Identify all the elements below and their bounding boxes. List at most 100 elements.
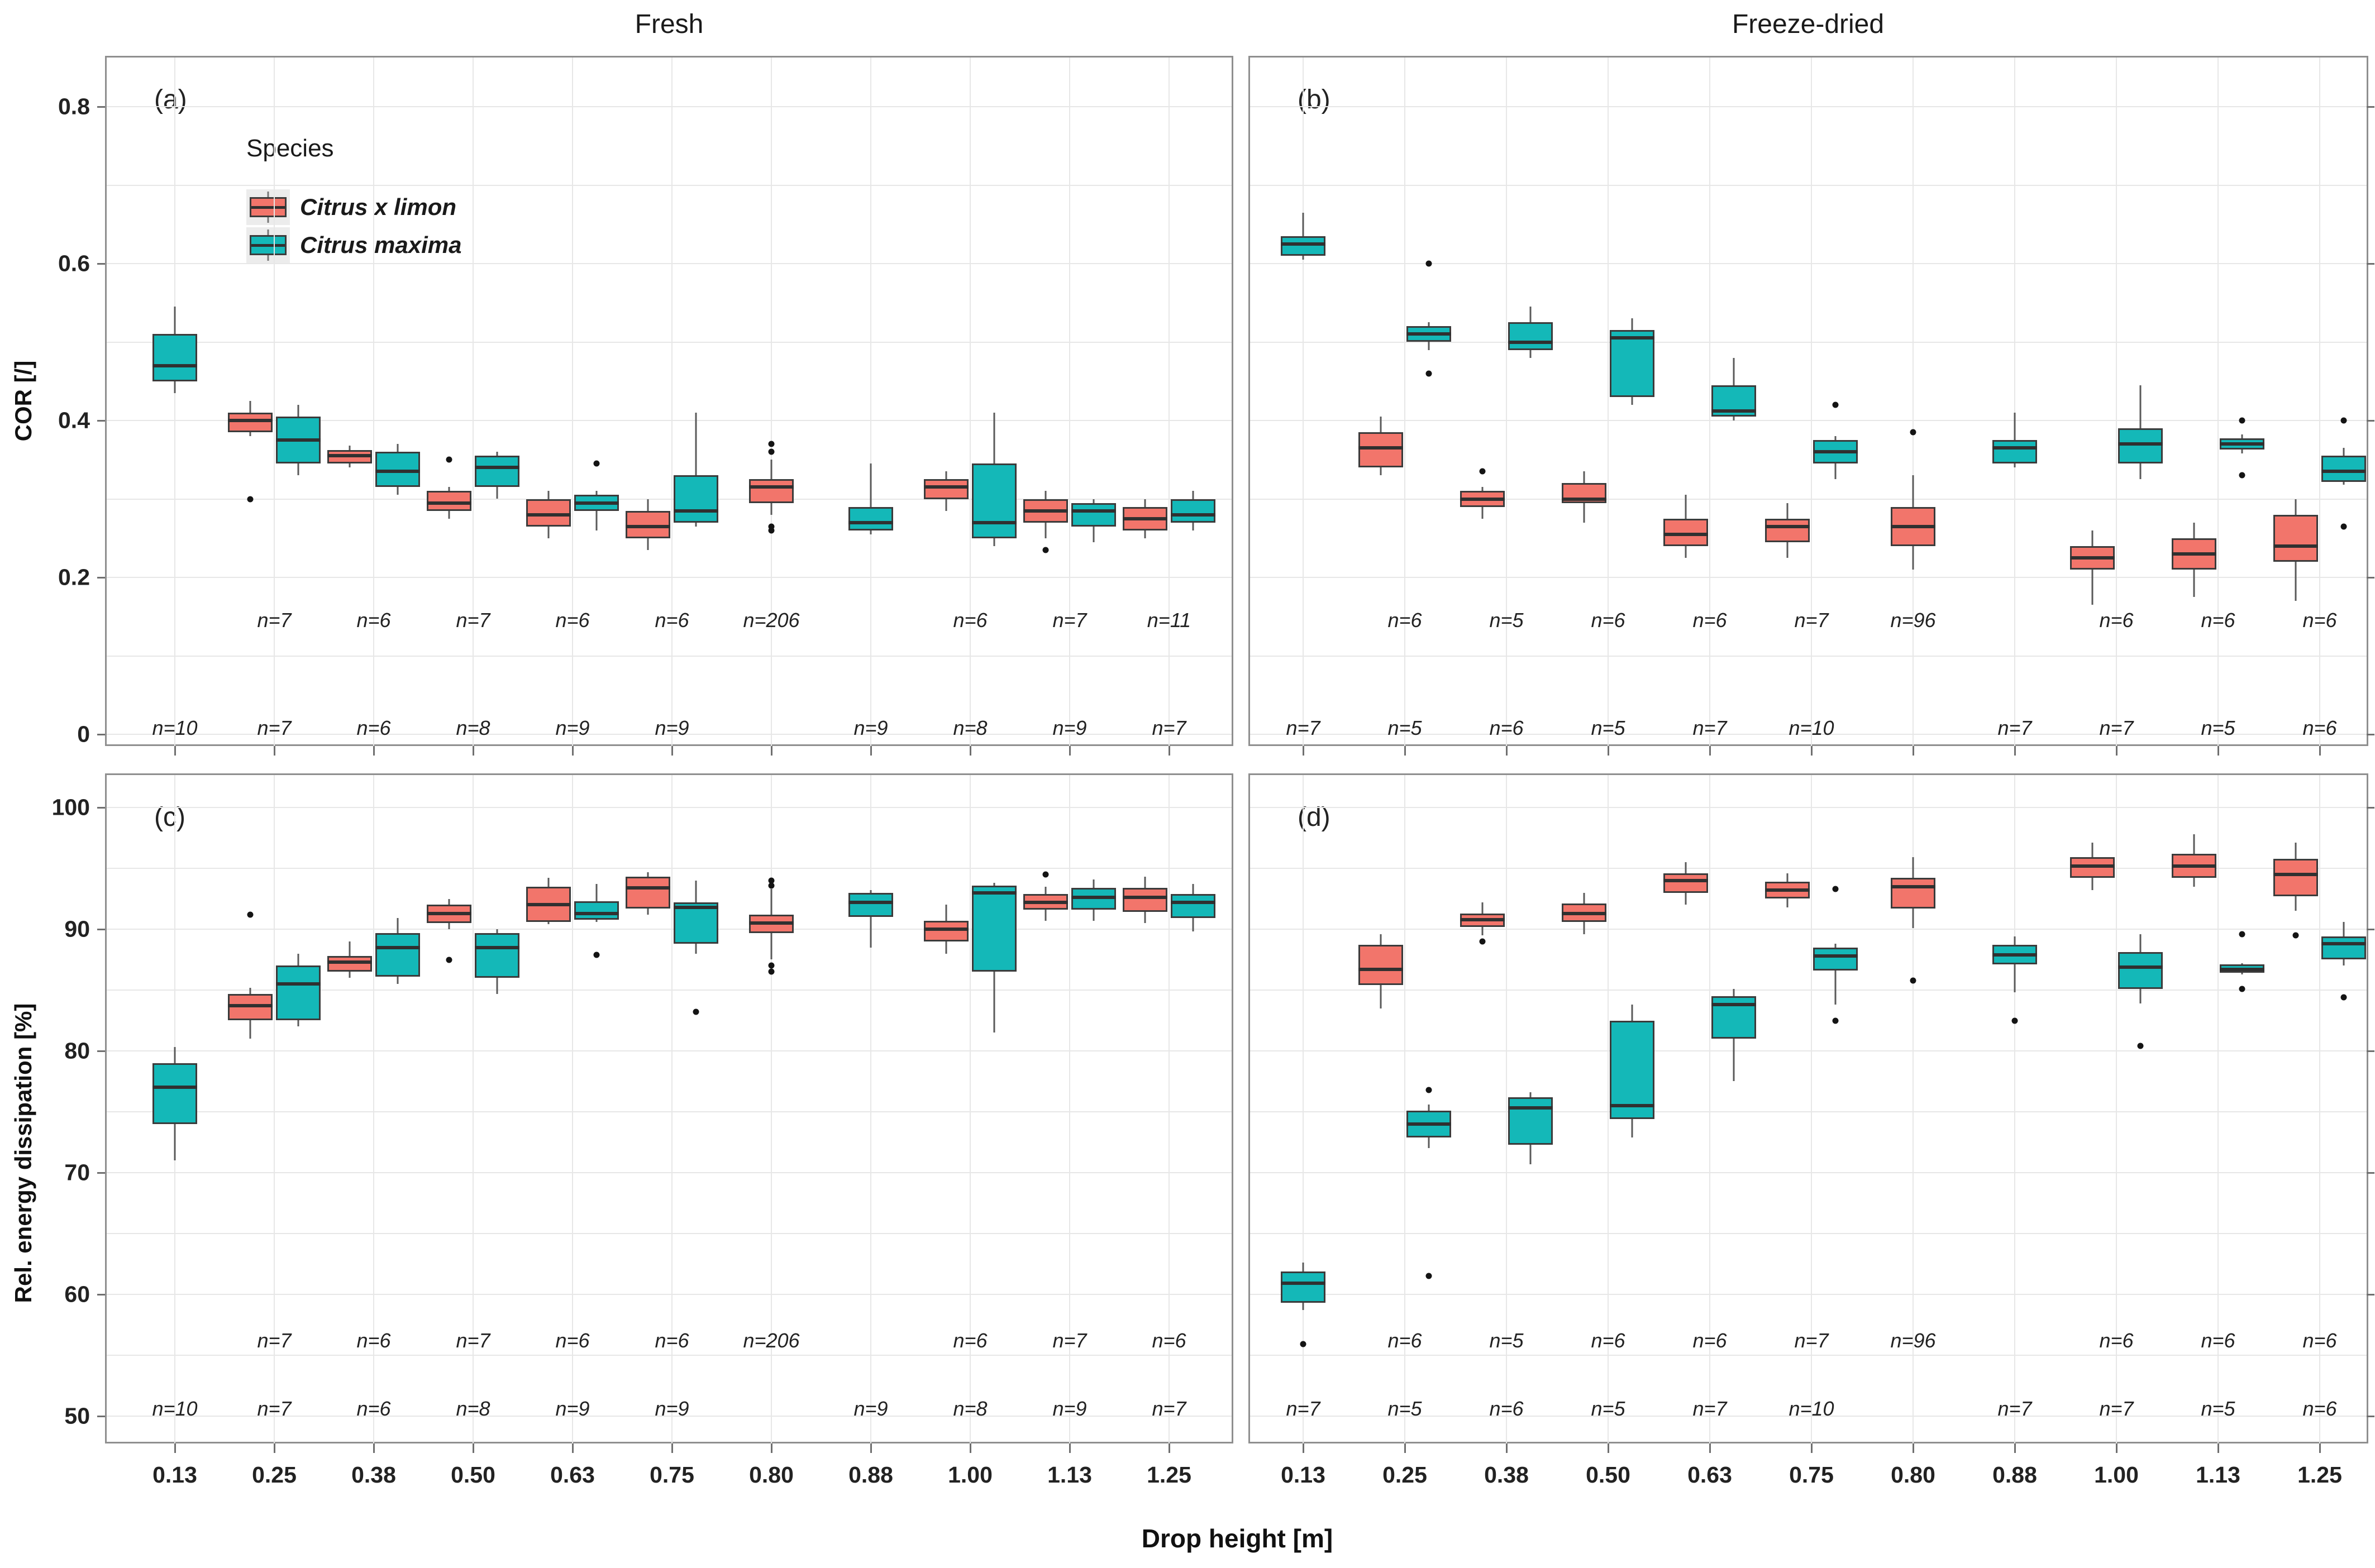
x-tick-mark — [1505, 746, 1508, 756]
n-count-label: n=9 — [555, 1397, 590, 1420]
n-count-label: n=6 — [2302, 1397, 2337, 1420]
n-count-label: n=6 — [1591, 609, 1625, 632]
median-line — [1610, 336, 1654, 340]
median-line — [1992, 446, 2037, 450]
x-tick-label: 0.63 — [550, 1462, 595, 1488]
n-count-label: n=7 — [1152, 1397, 1186, 1420]
gridline-vertical — [174, 58, 175, 748]
n-count-label: n=5 — [1489, 1328, 1524, 1352]
gridline-vertical — [2116, 58, 2117, 748]
gridline-vertical — [473, 775, 474, 1445]
box-citrus-maxima-0.75 — [674, 475, 718, 523]
gridline-vertical — [2116, 775, 2117, 1445]
y-tick-label: 0.6 — [58, 250, 90, 276]
box-citrus-maxima-0.13 — [152, 334, 197, 381]
y-tick-mark — [2367, 806, 2374, 809]
median-line — [674, 905, 718, 909]
gridline-vertical — [1913, 58, 1914, 748]
box-citrus-x-limon-0.25 — [1358, 945, 1403, 986]
gridline-vertical — [373, 58, 374, 748]
x-tick-mark — [1709, 1443, 1711, 1453]
x-tick-mark — [1302, 1443, 1304, 1453]
gridline-vertical — [671, 775, 673, 1445]
gridline-horizontal — [107, 498, 1232, 500]
panel-a-letter: (a) — [154, 85, 187, 114]
x-tick-label: 0.38 — [351, 1462, 396, 1488]
median-line — [1765, 888, 1810, 892]
median-line — [1891, 524, 1935, 528]
box-citrus-maxima-0.38 — [375, 933, 420, 977]
y-tick-label: 100 — [51, 794, 90, 820]
n-count-label: n=6 — [2201, 609, 2235, 632]
outlier-dot — [247, 911, 254, 918]
box-citrus-maxima-0.13 — [152, 1063, 197, 1124]
x-tick-mark — [870, 746, 872, 756]
outlier-dot — [247, 496, 254, 502]
y-tick-mark — [97, 1050, 105, 1052]
outlier-dot — [2239, 931, 2245, 938]
gridline-horizontal — [107, 989, 1232, 991]
whisker-citrus-maxima — [695, 412, 697, 527]
n-count-label: n=96 — [1890, 1328, 1936, 1352]
x-tick-label: 0.75 — [650, 1462, 694, 1488]
outlier-dot — [2340, 994, 2347, 1001]
box-citrus-maxima-0.75 — [674, 902, 718, 944]
gridline-vertical — [1169, 58, 1170, 748]
median-line — [327, 960, 372, 964]
n-count-label: n=7 — [1794, 609, 1829, 632]
outlier-dot — [593, 460, 600, 467]
outlier-dot — [768, 882, 775, 889]
gridline-horizontal — [1250, 807, 2367, 808]
x-tick-label: 0.50 — [451, 1462, 495, 1488]
n-count-label: n=7 — [257, 716, 292, 739]
y-tick-mark — [97, 1293, 105, 1295]
box-citrus-maxima-0.88 — [848, 506, 893, 530]
y-tick-label: 50 — [64, 1403, 90, 1429]
n-count-label: n=5 — [2201, 1397, 2235, 1420]
n-count-label: n=9 — [1052, 716, 1087, 739]
x-tick-mark — [671, 1443, 673, 1453]
box-citrus-maxima-0.13 — [1281, 1271, 1325, 1303]
box-citrus-maxima-0.50 — [1610, 1020, 1654, 1120]
n-count-label: n=7 — [257, 609, 292, 632]
y-tick-label: 90 — [64, 916, 90, 942]
median-line — [626, 886, 670, 890]
n-count-label: n=5 — [2201, 716, 2235, 739]
box-citrus-maxima-0.75 — [1813, 947, 1858, 971]
x-tick-label: 1.25 — [1147, 1462, 1191, 1488]
median-line — [2321, 470, 2366, 474]
whisker-citrus-maxima — [1834, 944, 1837, 1005]
gridline-horizontal — [1250, 989, 2367, 991]
outlier-dot — [2137, 1043, 2144, 1049]
y-tick-mark — [2367, 262, 2374, 265]
box-citrus-x-limon-0.80 — [1891, 878, 1935, 909]
gridline-horizontal — [107, 868, 1232, 869]
gridline-horizontal — [1250, 1355, 2367, 1356]
n-count-label: n=7 — [1692, 716, 1727, 739]
box-citrus-maxima-1.25 — [2321, 456, 2366, 482]
n-count-label: n=7 — [1286, 1397, 1320, 1420]
gridline-vertical — [572, 58, 573, 748]
box-citrus-x-limon-1.25 — [2273, 858, 2318, 897]
outlier-dot — [768, 968, 775, 975]
column-title-freeze-dried: Freeze-dried — [1732, 9, 1885, 39]
outlier-dot — [1425, 370, 1432, 377]
x-tick-mark — [373, 1443, 375, 1453]
median-line — [2220, 442, 2264, 446]
box-citrus-maxima-0.88 — [848, 892, 893, 917]
box-citrus-maxima-0.38 — [1508, 1097, 1553, 1145]
n-count-label: n=6 — [2302, 609, 2337, 632]
median-line — [427, 501, 471, 505]
n-count-label: n=6 — [356, 1397, 391, 1420]
gridline-horizontal — [1250, 1111, 2367, 1112]
y-tick-mark — [97, 262, 105, 265]
gridline-vertical — [1913, 775, 1914, 1445]
x-tick-mark — [1505, 1443, 1508, 1453]
gridline-vertical — [274, 58, 275, 748]
gridline-vertical — [1303, 58, 1304, 748]
panel-b: (b) n=6 n=5 n=6 n=6 n=7 n=96 n=6 n=6 n=6 n=7 n=5 n=… — [1248, 56, 2374, 756]
y-tick-mark — [2367, 106, 2374, 108]
x-tick-mark — [373, 746, 375, 756]
gridline-horizontal — [107, 420, 1232, 421]
n-count-label: n=10 — [152, 1397, 198, 1420]
